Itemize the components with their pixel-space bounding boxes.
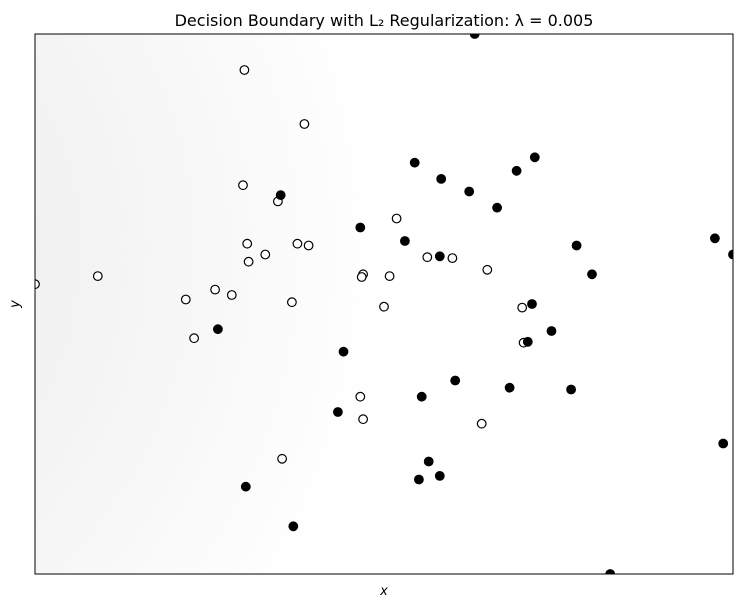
points-layer <box>35 34 733 574</box>
class-1-point-8 <box>275 190 286 201</box>
class-0-point-20 <box>180 294 191 305</box>
class-1-point-19 <box>338 346 349 357</box>
class-0-point-30 <box>277 453 288 464</box>
y-axis-label: y <box>8 300 23 309</box>
class-0-point-12 <box>447 253 458 264</box>
chart-title: Decision Boundary with L₂ Regularization… <box>175 11 594 30</box>
class-1-point-24 <box>333 407 343 417</box>
class-1-point-14 <box>710 233 720 244</box>
class-0-point-25 <box>189 333 200 344</box>
class-1-point-6 <box>464 186 475 197</box>
class-0-point-7 <box>292 238 303 249</box>
class-1-point-17 <box>546 326 557 336</box>
class-0-point-29 <box>476 418 487 429</box>
class-0-point-11 <box>422 252 433 263</box>
class-1-point-32 <box>605 569 616 574</box>
class-1-point-5 <box>436 173 447 184</box>
class-0-point-27 <box>355 391 366 402</box>
class-0-point-21 <box>226 290 237 300</box>
class-0-point-2 <box>299 119 310 129</box>
class-1-point-9 <box>355 222 366 233</box>
class-0-point-17 <box>92 271 103 282</box>
class-0-point-5 <box>391 213 402 224</box>
class-1-point-31 <box>288 521 299 532</box>
class-1-point-29 <box>414 474 424 485</box>
class-0-point-23 <box>379 301 389 312</box>
class-1-point-12 <box>571 240 582 251</box>
class-1-point-3 <box>409 157 420 168</box>
class-1-point-16 <box>527 299 537 309</box>
class-0-point-14 <box>356 272 367 282</box>
class-1-point-13 <box>587 269 597 280</box>
class-1-point-22 <box>566 384 576 395</box>
class-0-point-19 <box>210 284 221 295</box>
class-1-point-21 <box>504 382 515 393</box>
class-1-point-27 <box>423 456 434 467</box>
class-0-point-24 <box>517 302 528 313</box>
class-0-point-15 <box>384 271 395 282</box>
class-1-point-26 <box>718 438 729 449</box>
class-1-point-28 <box>434 471 445 481</box>
class-1-point-2 <box>529 152 540 163</box>
class-0-point-16 <box>482 264 493 275</box>
class-0-point-28 <box>358 414 369 425</box>
class-1-point-7 <box>492 202 503 213</box>
class-1-point-18 <box>212 324 223 335</box>
class-0-point-3 <box>238 180 248 191</box>
class-0-point-6 <box>242 238 253 249</box>
class-0-point-22 <box>287 297 297 308</box>
class-1-point-11 <box>434 251 445 262</box>
class-1-point-15 <box>728 249 733 260</box>
class-1-point-20 <box>522 336 533 347</box>
class-0-point-8 <box>260 249 271 260</box>
class-1-point-25 <box>450 375 461 386</box>
plot-frame <box>34 33 734 575</box>
class-1-point-4 <box>511 165 522 176</box>
class-0-point-10 <box>243 256 254 267</box>
class-0-point-1 <box>239 65 250 75</box>
class-1-point-30 <box>240 481 251 492</box>
x-axis-label: x <box>379 584 388 599</box>
class-1-point-10 <box>400 236 410 246</box>
class-0-point-9 <box>303 240 314 251</box>
class-1-point-23 <box>416 391 427 402</box>
